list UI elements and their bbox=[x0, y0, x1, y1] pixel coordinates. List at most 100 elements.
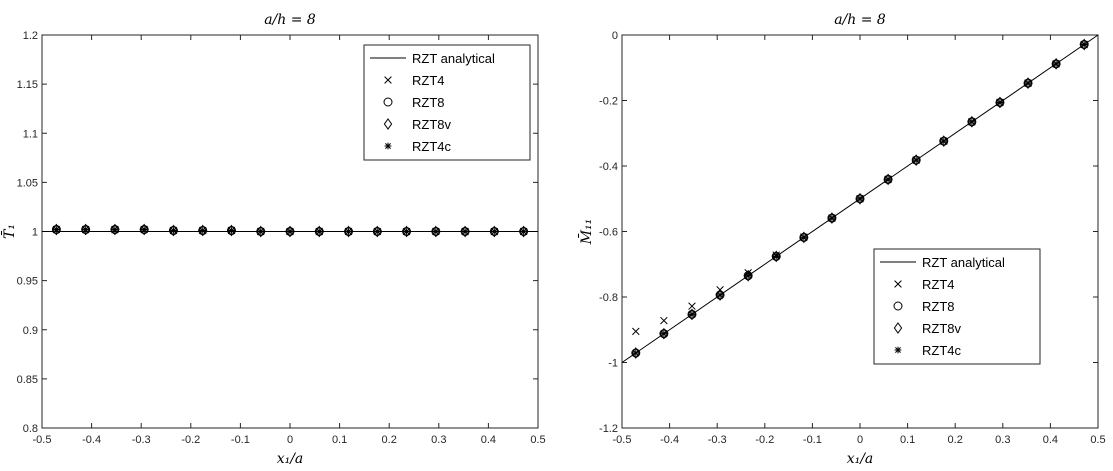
x-tick-label: 0.2 bbox=[948, 434, 963, 446]
data-point bbox=[1024, 79, 1032, 87]
data-point bbox=[632, 327, 640, 336]
data-point bbox=[968, 118, 976, 126]
data-point bbox=[373, 225, 382, 238]
x-tick-label: -0.1 bbox=[231, 434, 250, 446]
legend: RZT analytical RZT4 RZT8 RZT8v RZT4c bbox=[363, 44, 531, 161]
data-point bbox=[490, 228, 498, 235]
data-point bbox=[256, 225, 265, 238]
data-point bbox=[912, 156, 920, 164]
data-point bbox=[687, 308, 697, 321]
data-point bbox=[227, 224, 236, 237]
x-tick-label: -0.2 bbox=[755, 434, 774, 446]
data-point bbox=[285, 225, 295, 238]
data-point bbox=[772, 250, 781, 263]
x-tick-label: 0.1 bbox=[900, 434, 915, 446]
y-tick-label: 0.95 bbox=[17, 276, 38, 288]
data-point bbox=[432, 228, 440, 235]
data-point bbox=[139, 223, 149, 236]
legend-marker bbox=[384, 76, 392, 84]
data-point bbox=[373, 228, 381, 235]
data-point bbox=[855, 192, 865, 205]
y-axis-label: M̄₁₁ bbox=[577, 219, 595, 246]
y-tick-label: 1.05 bbox=[17, 177, 38, 189]
x-axis: -0.5 -0.4 -0.3 -0.2 -0.1 0 0.1 0.2 0.3 0.4 0.5 bbox=[613, 35, 1106, 446]
legend-label: RZT4 bbox=[922, 277, 955, 292]
legend-label: RZT analytical bbox=[412, 51, 495, 66]
data-point bbox=[345, 228, 352, 235]
legend-marker bbox=[893, 322, 903, 334]
x-tick-label: 0.5 bbox=[530, 434, 545, 446]
data-point bbox=[169, 224, 178, 237]
legend-marker bbox=[383, 97, 393, 107]
x-tick-label: 0.1 bbox=[332, 434, 347, 446]
data-point bbox=[82, 226, 90, 233]
legend-marker bbox=[384, 142, 392, 150]
data-point bbox=[170, 227, 177, 234]
data-point bbox=[1023, 77, 1033, 89]
plot-title: a/h = 8 bbox=[264, 12, 316, 28]
data-point bbox=[688, 302, 696, 310]
data-point bbox=[743, 269, 753, 282]
y-tick-label: -0.4 bbox=[599, 161, 618, 173]
data-point bbox=[800, 233, 808, 241]
x-tick-label: -0.5 bbox=[33, 434, 52, 446]
data-point bbox=[799, 231, 809, 244]
x-tick-label: -0.3 bbox=[132, 434, 151, 446]
chart-panel-1: -0.5 -0.4 -0.3 -0.2 -0.1 0 0.1 0.2 0.3 0.4 0.50.80… bbox=[0, 12, 545, 467]
data-point bbox=[632, 349, 640, 357]
series-rzt4c bbox=[52, 226, 528, 235]
chart-panel-2: -0.5 -0.4 -0.3 -0.2 -0.1 0 0.1 0.2 0.3 0.4 0.5-1.2… bbox=[577, 12, 1105, 467]
data-point bbox=[744, 272, 752, 280]
data-point bbox=[199, 227, 207, 234]
data-point bbox=[52, 223, 61, 236]
data-point bbox=[884, 176, 892, 183]
data-point bbox=[631, 347, 641, 359]
data-point bbox=[660, 316, 668, 325]
data-point bbox=[140, 226, 148, 233]
data-point bbox=[431, 225, 441, 238]
legend-label: RZT4c bbox=[412, 139, 452, 154]
x-tick-label: 0.3 bbox=[995, 434, 1010, 446]
y-tick-label: -0.6 bbox=[599, 227, 618, 239]
x-tick-label: -0.1 bbox=[803, 434, 822, 446]
legend-label: RZT8 bbox=[922, 299, 955, 314]
x-tick-label: 0 bbox=[287, 434, 293, 446]
x-tick-label: 0.5 bbox=[1090, 434, 1105, 446]
y-tick-label: -0.2 bbox=[599, 96, 618, 108]
data-point bbox=[257, 228, 265, 235]
data-point bbox=[688, 310, 696, 318]
data-point bbox=[111, 226, 119, 233]
data-point bbox=[461, 228, 469, 235]
y-axis-label: T̄₁ bbox=[0, 224, 18, 239]
data-point bbox=[315, 225, 324, 238]
series-rzt8v bbox=[52, 223, 528, 238]
y-tick-label: 1 bbox=[32, 227, 38, 239]
data-point bbox=[856, 195, 864, 203]
data-point bbox=[1079, 38, 1089, 51]
y-tick-label: 0 bbox=[612, 30, 618, 42]
data-point bbox=[81, 223, 90, 236]
plot-title: a/h = 8 bbox=[834, 12, 886, 28]
y-axis: -1.2 -1 -0.8 -0.6 -0.4 -0.2 0 bbox=[599, 30, 1098, 435]
data-point bbox=[828, 214, 836, 222]
x-tick-label: -0.4 bbox=[660, 434, 679, 446]
legend-label: RZT8 bbox=[412, 95, 445, 110]
x-axis: -0.5 -0.4 -0.3 -0.2 -0.1 0 0.1 0.2 0.3 0.4 0.5 bbox=[33, 35, 546, 446]
data-point bbox=[939, 135, 948, 147]
legend-marker bbox=[894, 280, 902, 288]
x-tick-label: 0.3 bbox=[431, 434, 446, 446]
data-point bbox=[1080, 41, 1088, 48]
data-point bbox=[52, 226, 60, 233]
data-point bbox=[911, 154, 921, 166]
data-point bbox=[1052, 60, 1060, 68]
x-tick-label: 0 bbox=[857, 434, 863, 446]
legend: RZT analytical RZT4 RZT8 RZT8v RZT4c bbox=[873, 248, 1041, 365]
data-point bbox=[883, 173, 893, 186]
data-point bbox=[286, 228, 294, 235]
data-point bbox=[716, 291, 724, 299]
y-tick-label: 0.9 bbox=[23, 325, 38, 337]
series-rzt4c bbox=[632, 41, 1088, 357]
series-rzt8v bbox=[631, 38, 1089, 359]
legend-label: RZT analytical bbox=[922, 255, 1005, 270]
